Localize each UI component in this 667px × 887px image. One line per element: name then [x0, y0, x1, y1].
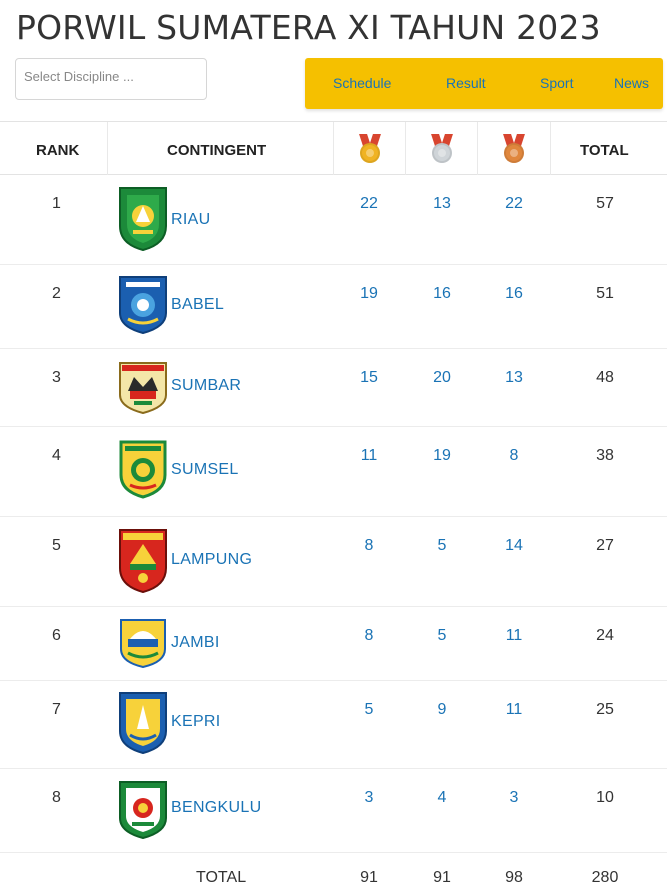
row-rank: 1 [52, 195, 61, 212]
contingent-name[interactable]: LAMPUNG [171, 551, 253, 568]
nav-sport-link[interactable]: Sport [540, 75, 574, 91]
silver-medal-icon [430, 134, 454, 164]
row-rank: 5 [52, 537, 61, 554]
page-title: PORWIL SUMATERA XI TAHUN 2023 [16, 8, 601, 47]
total-count: 38 [596, 447, 614, 464]
totals-silver: 91 [433, 869, 451, 886]
medal-table: RANK CONTINGENT TOTAL 1 RIAU 22 13 22 57 [0, 121, 667, 887]
total-count: 48 [596, 369, 614, 386]
contingent-name[interactable]: SUMSEL [171, 461, 239, 478]
total-count: 24 [596, 627, 614, 644]
table-row: 3 SUMBAR 15 20 13 48 [0, 349, 667, 427]
silver-count[interactable]: 4 [437, 789, 447, 806]
bronze-count[interactable]: 22 [505, 195, 523, 212]
contingent-name[interactable]: KEPRI [171, 713, 221, 730]
silver-count[interactable]: 16 [433, 285, 451, 302]
column-divider [477, 122, 478, 175]
total-count: 57 [596, 195, 614, 212]
table-row: 7 KEPRI 5 9 11 25 [0, 681, 667, 769]
total-count: 51 [596, 285, 614, 302]
table-row: 2 BABEL 19 16 16 51 [0, 265, 667, 349]
bronze-count[interactable]: 13 [505, 369, 523, 386]
contingent-name[interactable]: SUMBAR [171, 377, 242, 394]
gold-count[interactable]: 22 [360, 195, 378, 212]
gold-count[interactable]: 11 [360, 447, 378, 464]
total-count: 27 [596, 537, 614, 554]
totals-bronze: 98 [505, 869, 523, 886]
contingent-name[interactable]: RIAU [171, 211, 211, 228]
nav-result-link[interactable]: Result [446, 75, 486, 91]
sumsel-crest-icon [118, 439, 168, 499]
gold-count[interactable]: 15 [360, 369, 378, 386]
table-row: 8 BENGKULU 3 4 3 10 [0, 769, 667, 853]
nav-news-link[interactable]: News [614, 75, 650, 91]
totals-label: TOTAL [196, 869, 247, 886]
table-header-row: RANK CONTINGENT TOTAL [0, 122, 667, 175]
row-rank: 2 [52, 285, 61, 302]
riau-crest-icon [118, 186, 168, 252]
lampung-crest-icon [118, 528, 168, 594]
gold-count[interactable]: 8 [364, 627, 374, 644]
table-row: 4 SUMSEL 11 19 8 38 [0, 427, 667, 517]
column-divider [405, 122, 406, 175]
table-row: 1 RIAU 22 13 22 57 [0, 175, 667, 265]
gold-medal-icon [358, 134, 382, 164]
silver-count[interactable]: 13 [433, 195, 451, 212]
totals-gold: 91 [360, 869, 378, 886]
table-row: 5 LAMPUNG 8 5 14 27 [0, 517, 667, 607]
bronze-count[interactable]: 8 [509, 447, 519, 464]
header-total: TOTAL [580, 142, 629, 159]
total-count: 25 [596, 701, 614, 718]
row-rank: 3 [52, 369, 61, 386]
gold-count[interactable]: 19 [360, 285, 378, 302]
silver-count[interactable]: 5 [437, 537, 447, 554]
silver-count[interactable]: 19 [433, 447, 451, 464]
column-divider [333, 122, 334, 175]
bronze-count[interactable]: 14 [505, 537, 523, 554]
nav-bar: Schedule Result Sport News [305, 58, 663, 109]
discipline-select[interactable]: Select Discipline ... [15, 58, 207, 100]
column-divider [550, 122, 551, 175]
row-rank: 7 [52, 701, 61, 718]
row-rank: 4 [52, 447, 61, 464]
totals-total: 280 [591, 869, 619, 886]
silver-count[interactable]: 20 [433, 369, 451, 386]
gold-count[interactable]: 8 [364, 537, 374, 554]
total-count: 10 [596, 789, 614, 806]
bronze-medal-icon [502, 134, 526, 164]
bronze-count[interactable]: 11 [505, 701, 523, 718]
gold-count[interactable]: 5 [364, 701, 374, 718]
bronze-count[interactable]: 11 [505, 627, 523, 644]
contingent-name[interactable]: BENGKULU [171, 799, 262, 816]
header-contingent: CONTINGENT [167, 142, 267, 159]
table-row: 6 JAMBI 8 5 11 24 [0, 607, 667, 681]
sumbar-crest-icon [118, 361, 168, 415]
kepri-crest-icon [118, 691, 168, 755]
gold-count[interactable]: 3 [364, 789, 374, 806]
row-rank: 8 [52, 789, 61, 806]
babel-crest-icon [118, 275, 168, 335]
header-rank: RANK [36, 142, 80, 159]
jambi-crest-icon [118, 617, 168, 669]
discipline-select-placeholder: Select Discipline ... [24, 69, 134, 84]
bronze-count[interactable]: 3 [509, 789, 519, 806]
bronze-count[interactable]: 16 [505, 285, 523, 302]
bengkulu-crest-icon [118, 780, 168, 840]
silver-count[interactable]: 5 [437, 627, 447, 644]
silver-count[interactable]: 9 [437, 701, 447, 718]
contingent-name[interactable]: BABEL [171, 296, 225, 313]
nav-schedule-link[interactable]: Schedule [333, 75, 392, 91]
column-divider [107, 122, 108, 175]
row-rank: 6 [52, 627, 61, 644]
totals-row: TOTAL 91 91 98 280 [0, 853, 667, 887]
contingent-name[interactable]: JAMBI [171, 634, 220, 651]
